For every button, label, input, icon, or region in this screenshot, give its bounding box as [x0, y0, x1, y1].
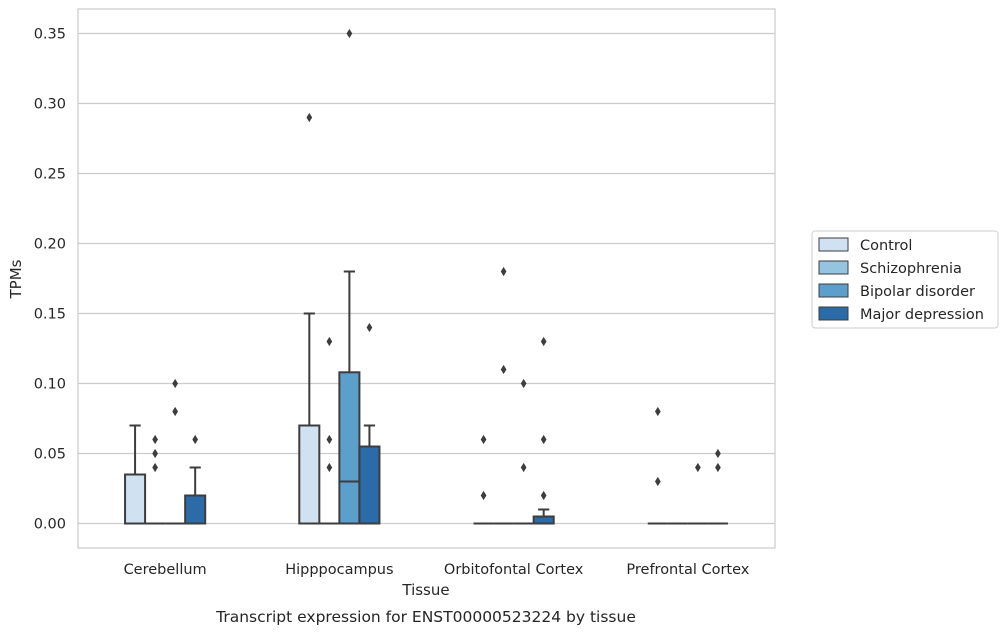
legend-swatch [818, 306, 849, 321]
outlier-point [152, 448, 158, 459]
outlier-point [540, 490, 547, 501]
box-control [298, 312, 321, 525]
outlier-point [654, 406, 661, 417]
plot-background [78, 9, 775, 548]
legend-swatch [818, 260, 849, 275]
outlier-point [715, 462, 721, 473]
y-tick-label: 0.00 [34, 517, 66, 533]
box-iqr [338, 371, 361, 525]
box-iqr [298, 424, 321, 525]
outlier-point [306, 112, 313, 123]
outlier-point [480, 434, 487, 445]
outlier-point [520, 462, 527, 473]
outlier-point [540, 434, 547, 445]
outlier-point [192, 434, 199, 445]
x-axis-label: Tissue [401, 581, 449, 599]
outlier-point [520, 378, 527, 389]
chart-title: Transcript expression for ENST0000052322… [215, 608, 636, 626]
outlier-point [540, 336, 547, 347]
plot-frame [77, 8, 776, 549]
outlier-point [695, 462, 701, 473]
y-tick-label: 0.35 [34, 27, 66, 43]
box-iqr [532, 515, 555, 525]
y-tick-label: 0.05 [34, 447, 66, 463]
y-tick-label: 0.20 [34, 237, 66, 253]
legend-label: Major depression [860, 307, 984, 323]
x-tick-label: Prefrontal Cortex [626, 562, 749, 578]
outlier-point [172, 406, 178, 417]
box-major-depression [358, 424, 381, 525]
box-control [124, 424, 147, 525]
outlier-point [500, 266, 507, 277]
outlier-point [366, 322, 373, 333]
outlier-point [326, 336, 333, 347]
outlier-point [500, 364, 507, 375]
x-tick-label: Hipppocampus [285, 562, 393, 578]
box-major-depression [532, 508, 555, 525]
boxes [124, 270, 728, 525]
box-iqr [184, 494, 207, 525]
legend-label: Schizophrenia [860, 261, 962, 277]
outliers [152, 28, 721, 501]
box-major-depression [184, 466, 207, 525]
outlier-point [654, 476, 661, 487]
outlier-point [152, 462, 158, 473]
legend-swatch [818, 283, 849, 298]
outlier-point [152, 434, 158, 445]
outlier-point [346, 28, 353, 39]
outlier-point [326, 462, 333, 473]
y-tick-label: 0.10 [34, 377, 66, 393]
y-axis-label: TPMs [7, 259, 25, 299]
gridlines [78, 32, 775, 525]
outlier-point [480, 490, 487, 501]
y-tick-label: 0.15 [34, 307, 66, 323]
outlier-point [326, 434, 333, 445]
y-tick-label: 0.25 [34, 167, 66, 183]
legend-frame [811, 230, 999, 329]
x-tick-label: Cerebellum [124, 562, 207, 578]
legend-label: Control [860, 238, 912, 254]
outlier-point [172, 378, 178, 389]
box-iqr [358, 445, 381, 525]
box-bipolar-disorder [338, 270, 361, 525]
legend-swatch [818, 237, 849, 252]
outlier-point [715, 448, 721, 459]
y-tick-label: 0.30 [34, 97, 66, 113]
legend: Control Schizophrenia Bipolar disorder Majo… [811, 230, 999, 329]
x-tick-label: Orbitofontal Cortex [444, 562, 584, 578]
legend-label: Bipolar disorder [860, 284, 975, 300]
box-iqr [124, 473, 147, 525]
y-tick-labels: 0.00 0.05 0.10 0.15 0.20 0.25 0.30 0.35 [34, 27, 66, 533]
x-tick-labels: Cerebellum Hipppocampus Orbitofontal Corte… [124, 562, 750, 578]
